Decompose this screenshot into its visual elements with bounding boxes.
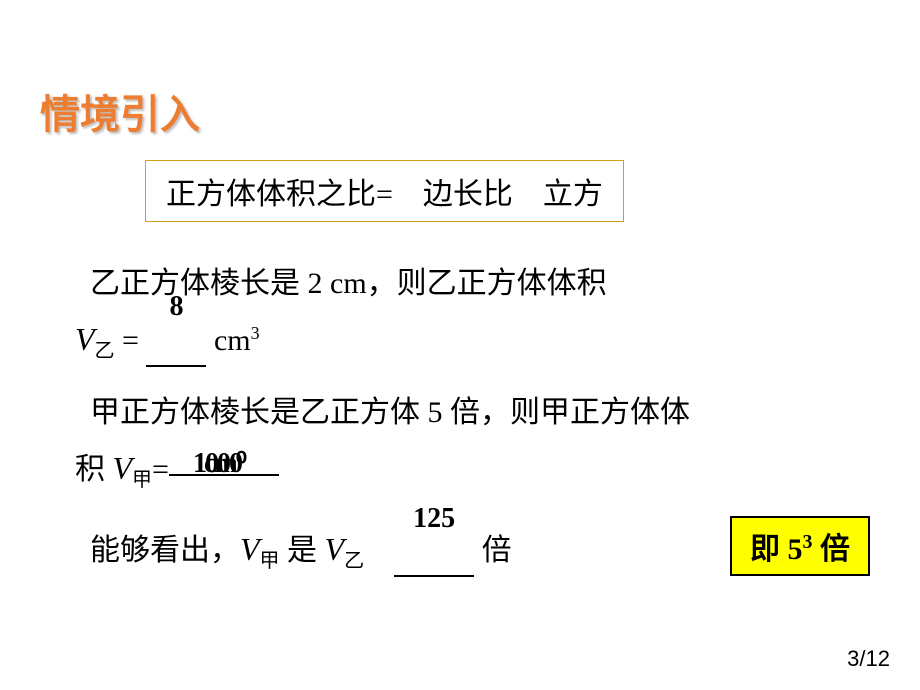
blank-8: 8	[146, 317, 206, 367]
formula-box: 正方体体积之比= 边长比 立方	[145, 160, 624, 222]
line3: 甲正方体棱长是乙正方体 5 倍，则甲正方体体	[75, 389, 860, 437]
highlight-post: 倍	[813, 533, 851, 566]
sub-yi: 乙	[95, 340, 115, 362]
line5-mid: 是	[280, 534, 325, 567]
formula-part1: 正方体体积之比=	[166, 178, 393, 211]
line3-text: 甲正方体棱长是乙正方体 5 倍，则甲正方体体	[90, 396, 690, 429]
v-yi: V	[75, 321, 95, 357]
blank-1000: 1000 cm⁰	[169, 446, 279, 494]
formula-part2: 边长比	[423, 178, 513, 211]
answer-125: 125	[413, 497, 455, 542]
v-jia: V	[113, 450, 133, 486]
highlight-box: 即 53 倍	[730, 516, 870, 576]
unit-sup: 3	[251, 323, 260, 343]
blank-125: 125	[394, 527, 474, 577]
line5-prefix: 能够看出，	[90, 534, 240, 567]
answer-8: 8	[169, 285, 183, 330]
eq2: =	[152, 453, 169, 486]
highlight-sup: 3	[803, 531, 813, 553]
overlap-cm: cm⁰	[199, 442, 245, 487]
line1-text: 乙正方体棱长是 2 cm，则乙正方体体积	[90, 267, 607, 300]
line4: 积 V甲= 1000 cm⁰	[75, 443, 860, 496]
sub-yi2: 乙	[344, 550, 364, 572]
sub-jia: 甲	[132, 469, 152, 491]
slide-title: 情境引入	[40, 82, 200, 140]
line2: V乙 = 8 cm3	[75, 314, 860, 367]
v-jia2: V	[240, 531, 260, 567]
page-number: 3/12	[847, 646, 890, 672]
line4-prefix: 积	[75, 453, 113, 486]
line1: 乙正方体棱长是 2 cm，则乙正方体体积	[75, 260, 860, 308]
highlight-pre: 即 5	[750, 533, 803, 566]
line5-suffix: 倍	[474, 534, 512, 567]
sub-jia2: 甲	[260, 550, 280, 572]
unit-cm: cm	[214, 324, 251, 357]
formula-part3: 立方	[543, 178, 603, 211]
eq1: =	[115, 324, 147, 357]
v-yi2: V	[325, 531, 345, 567]
